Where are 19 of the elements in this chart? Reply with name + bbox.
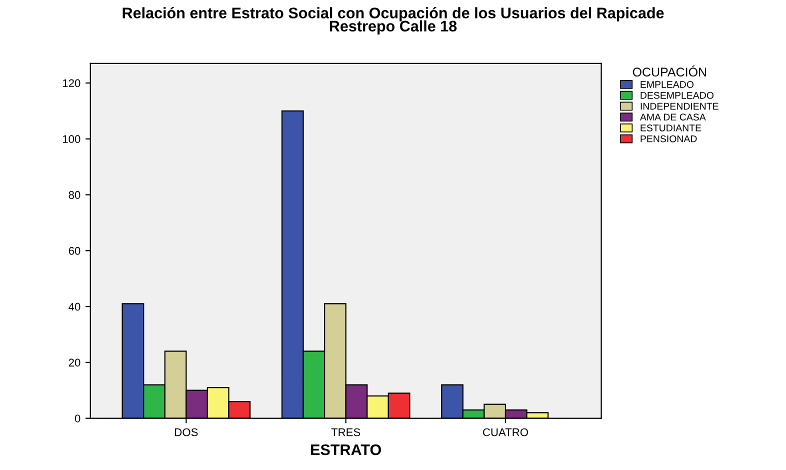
- y-tick-label: 80: [68, 191, 80, 199]
- y-tick-label: 20: [68, 358, 80, 367]
- legend-label: EMPLEADO: [640, 81, 694, 88]
- legend-label: AMA DE CASA: [640, 114, 706, 121]
- x-tick-label: DOS: [175, 428, 198, 436]
- legend-title: OCUPACIÓN: [632, 66, 706, 77]
- chart-title: Relación entre Estrato Social con Ocupación de los Usuarios del Rapicade Restrepo Calle 18: [122, 7, 664, 35]
- y-tick-label: 120: [62, 79, 80, 88]
- legend-label: DESEMPLEADO: [640, 92, 714, 99]
- y-tick-label: 40: [68, 302, 80, 311]
- y-tick-label: 60: [68, 246, 80, 255]
- x-tick-label: TRES: [331, 428, 360, 436]
- legend-label: ESTUDIANTE: [640, 124, 702, 132]
- y-tick-label: 100: [62, 135, 80, 144]
- legend-label: INDEPENDIENTE: [640, 102, 718, 110]
- x-axis-title: ESTRATO: [311, 444, 381, 456]
- x-tick-label: CUATRO: [483, 428, 528, 436]
- y-tick-label: 0: [74, 414, 80, 422]
- legend-label: PENSIONAD: [640, 135, 697, 142]
